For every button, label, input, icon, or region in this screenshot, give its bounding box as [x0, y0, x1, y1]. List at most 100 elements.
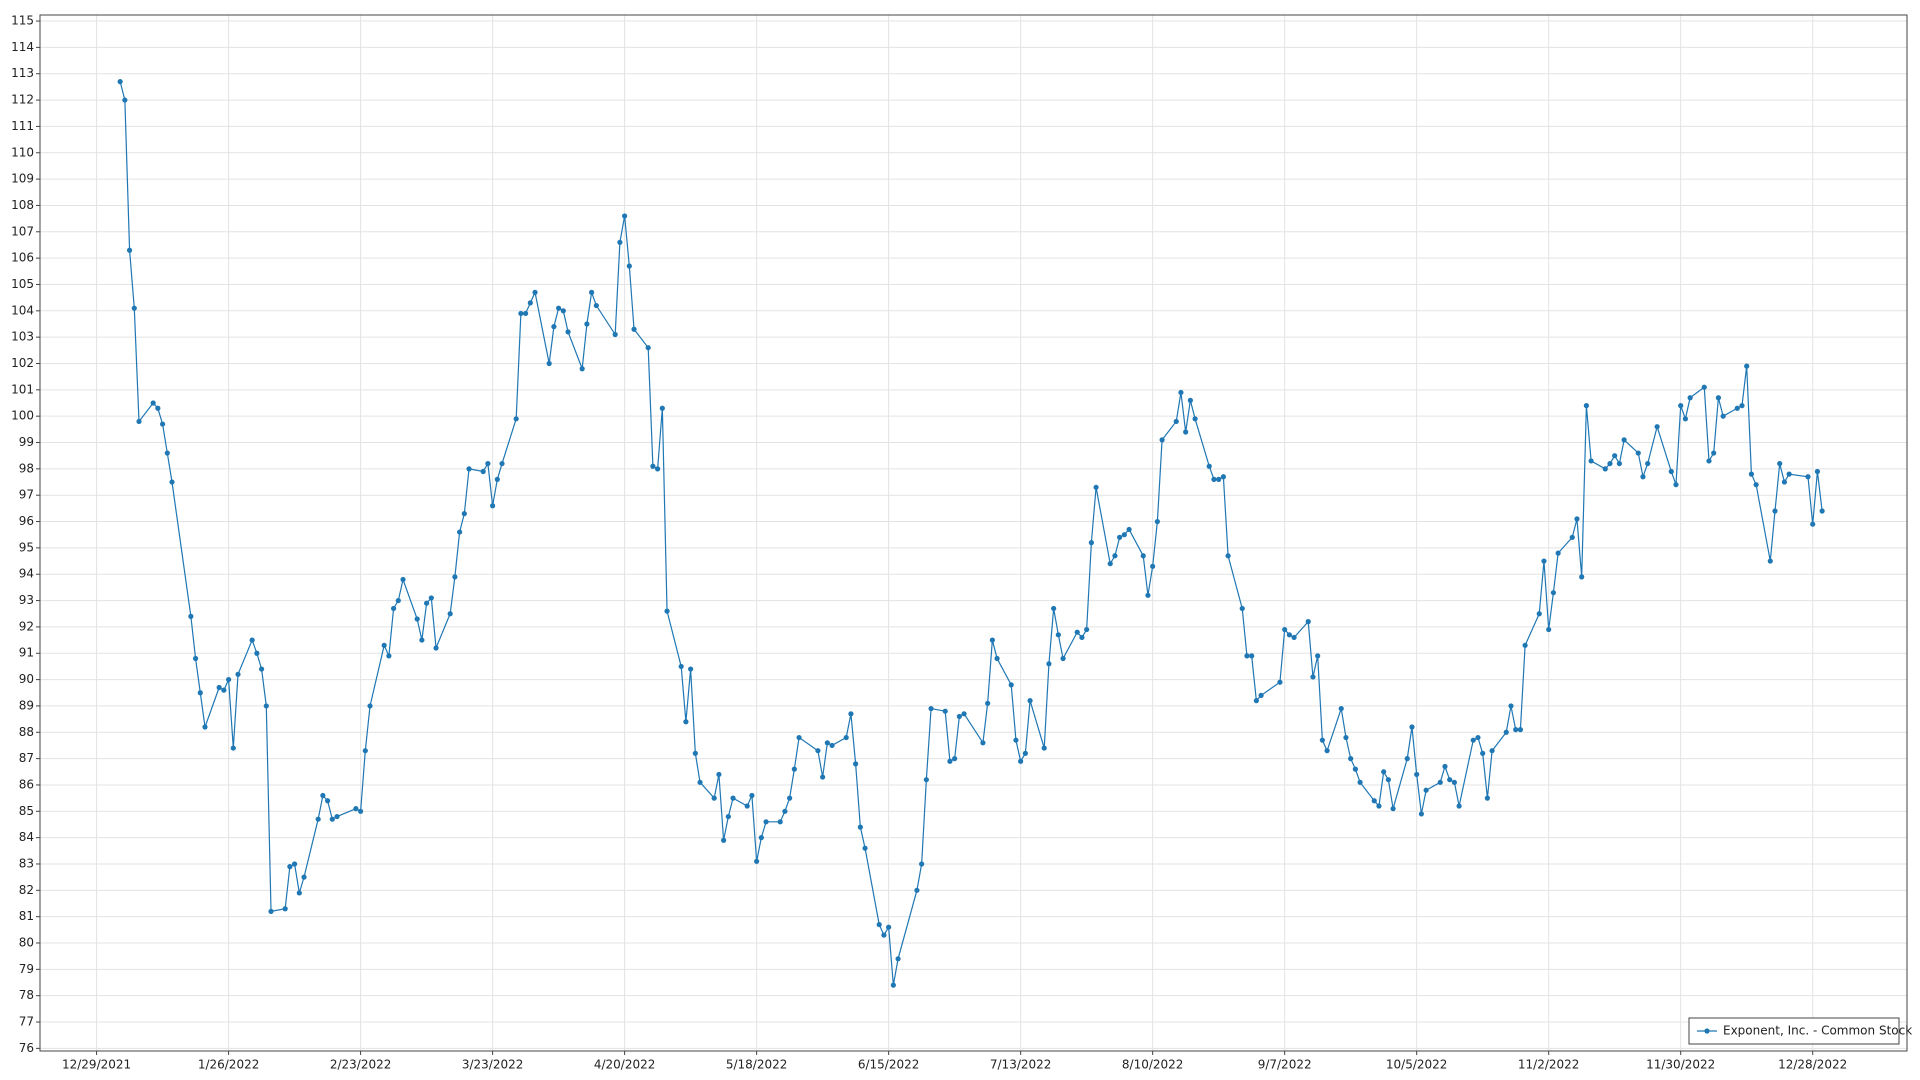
data-point: [1088, 540, 1094, 546]
data-point: [395, 597, 401, 604]
data-point: [329, 816, 335, 822]
y-tick-label: 86: [19, 777, 34, 791]
data-point: [1772, 508, 1778, 514]
y-tick-label: 112: [11, 93, 34, 107]
y-tick-label: 99: [19, 435, 34, 449]
data-point: [1385, 777, 1391, 783]
data-point: [1206, 463, 1212, 469]
data-point: [202, 724, 208, 730]
data-point: [820, 774, 826, 780]
data-point: [1711, 450, 1717, 456]
data-point: [758, 835, 764, 841]
data-point: [480, 468, 486, 475]
data-point: [362, 748, 368, 754]
y-tick-label: 85: [19, 804, 34, 818]
data-point: [1390, 806, 1396, 812]
data-point: [1126, 526, 1132, 533]
data-point: [1682, 416, 1689, 422]
x-tick-label: 11/30/2022: [1646, 1058, 1715, 1072]
y-tick-label: 102: [11, 356, 34, 370]
data-point: [919, 861, 925, 867]
data-point: [829, 742, 835, 749]
data-point: [1715, 395, 1722, 401]
y-tick-label: 82: [19, 883, 34, 897]
data-point: [626, 263, 632, 269]
data-point: [1282, 626, 1288, 633]
data-point: [131, 305, 137, 311]
data-point: [225, 676, 232, 683]
data-point: [622, 213, 628, 219]
data-point: [324, 798, 331, 804]
data-point: [1414, 771, 1420, 778]
data-point: [188, 613, 194, 619]
data-point: [763, 819, 769, 825]
data-point: [560, 308, 566, 314]
data-point: [782, 808, 788, 814]
data-point: [688, 666, 694, 672]
data-point: [1673, 482, 1679, 488]
data-point: [1706, 458, 1712, 464]
data-point: [556, 305, 562, 311]
data-point: [655, 466, 661, 472]
data-point: [593, 302, 599, 309]
data-point: [164, 450, 170, 456]
data-point: [1621, 437, 1627, 443]
data-point: [494, 476, 500, 482]
data-point: [249, 637, 255, 643]
data-point: [1018, 758, 1024, 764]
data-point: [1645, 460, 1651, 467]
data-point: [216, 684, 222, 691]
data-point: [490, 503, 496, 509]
data-point: [1753, 482, 1759, 488]
data-point: [1324, 748, 1330, 754]
data-point: [1220, 474, 1226, 480]
data-point: [192, 655, 199, 662]
data-point: [942, 708, 948, 714]
x-tick-label: 5/18/2022: [726, 1058, 788, 1072]
data-point: [730, 795, 736, 801]
y-tick-label: 107: [11, 224, 34, 238]
data-point: [1277, 679, 1283, 685]
data-point: [315, 816, 321, 822]
data-point: [1187, 397, 1193, 403]
data-point: [353, 806, 359, 812]
data-point: [461, 511, 467, 517]
y-tick-label: 110: [11, 145, 34, 159]
data-point: [367, 703, 373, 709]
data-point: [1409, 724, 1415, 730]
data-point: [1522, 642, 1528, 648]
data-point: [1810, 521, 1816, 527]
data-point: [117, 79, 123, 85]
data-point: [1041, 745, 1047, 751]
data-point: [1060, 655, 1066, 662]
data-point: [1508, 703, 1514, 709]
data-point: [287, 864, 293, 870]
data-point: [1305, 619, 1311, 625]
data-point: [645, 345, 651, 351]
y-tick-label: 109: [11, 172, 34, 186]
data-point: [1814, 468, 1821, 475]
x-tick-label: 2/23/2022: [330, 1058, 392, 1072]
data-point: [1173, 418, 1179, 425]
data-point: [1786, 471, 1792, 477]
data-point: [895, 956, 901, 962]
data-point: [381, 642, 387, 648]
y-tick-label: 76: [19, 1041, 34, 1055]
data-point: [126, 247, 133, 253]
data-point: [1027, 698, 1033, 704]
data-point: [136, 418, 142, 425]
data-point: [1145, 592, 1151, 598]
y-tick-label: 90: [19, 672, 34, 686]
y-tick-label: 114: [11, 40, 34, 54]
data-point: [1183, 429, 1189, 435]
data-point: [1616, 460, 1623, 467]
x-tick-label: 12/29/2021: [62, 1058, 131, 1072]
data-point: [791, 766, 797, 772]
x-tick-label: 12/28/2022: [1778, 1058, 1847, 1072]
data-point: [1150, 563, 1156, 569]
data-point: [1546, 626, 1552, 633]
data-point: [197, 690, 203, 696]
data-point: [150, 400, 156, 406]
data-point: [1555, 550, 1561, 556]
data-point: [513, 416, 519, 422]
